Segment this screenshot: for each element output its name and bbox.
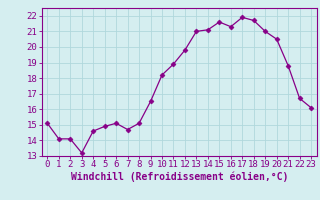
X-axis label: Windchill (Refroidissement éolien,°C): Windchill (Refroidissement éolien,°C) <box>70 172 288 182</box>
